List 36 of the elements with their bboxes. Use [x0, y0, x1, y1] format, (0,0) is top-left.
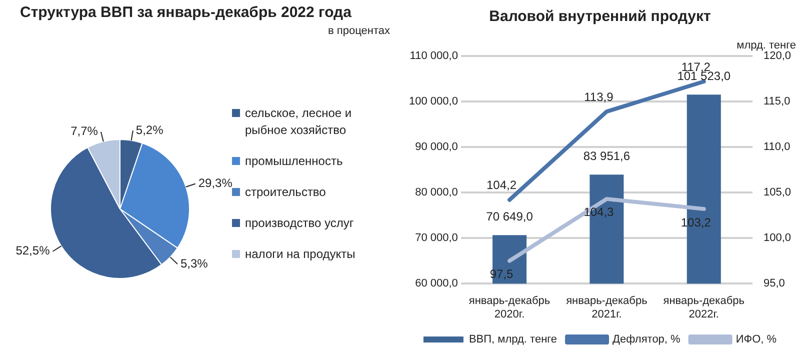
data-label: 70 649,0 — [486, 209, 534, 224]
legend-label: сельское, лесное и рыбное хозяйство — [245, 105, 353, 139]
y-tick-label: 100 000,0 — [409, 96, 458, 108]
legend-label: ИФО, % — [736, 334, 777, 346]
data-label: 7,7% — [70, 124, 98, 138]
chart-title: Валовой внутренний продукт — [489, 8, 711, 26]
legend-label: Дефлятор, % — [612, 334, 681, 346]
text: млрд. тенге — [736, 40, 796, 52]
x-tick-label: январь-декабрь 2022г. — [663, 295, 745, 320]
y-tick-label: 60 000,0 — [415, 278, 458, 290]
data-label: 29,3% — [198, 176, 233, 190]
y-tick-label: 80 000,0 — [415, 186, 458, 199]
data-label: 104,2 — [486, 178, 517, 192]
legend-label: ВВП, млрд. тенге — [468, 334, 558, 346]
chart-title: Структура ВВП за январь-декабрь 2022 года — [20, 4, 352, 21]
data-label: 113,9 — [584, 90, 614, 104]
data-label: 83 951,6 — [583, 148, 630, 163]
y2-tick-label: 95,0 — [763, 278, 785, 290]
legend-label: производство услуг — [245, 215, 354, 232]
y2-tick-label: 120,0 — [763, 50, 792, 62]
y2-tick-label: 105,0 — [763, 186, 792, 199]
y-tick-label: 70 000,0 — [415, 232, 458, 244]
chart-subtitle: в процентах — [327, 25, 390, 37]
x-tick-label: январь-декабрь 2021г. — [566, 295, 648, 320]
legend-label: строительство — [245, 184, 326, 201]
y2-tick-label: 100,0 — [763, 232, 792, 244]
y2-tick-label: 110,0 — [763, 141, 790, 154]
y2-tick-label: 115,0 — [763, 96, 790, 108]
data-label: 52,5% — [16, 244, 50, 258]
y-tick-label: 90 000,0 — [415, 141, 458, 154]
legend-label: налоги на продукты — [245, 246, 356, 263]
y-tick-label: 110 000,0 — [410, 50, 458, 62]
data-label: 5,2% — [136, 122, 164, 137]
legend-label: промышленность — [245, 153, 343, 170]
x-tick-label: январь-декабрь 2020г. — [468, 295, 550, 320]
data-label: 5,3% — [180, 256, 208, 270]
